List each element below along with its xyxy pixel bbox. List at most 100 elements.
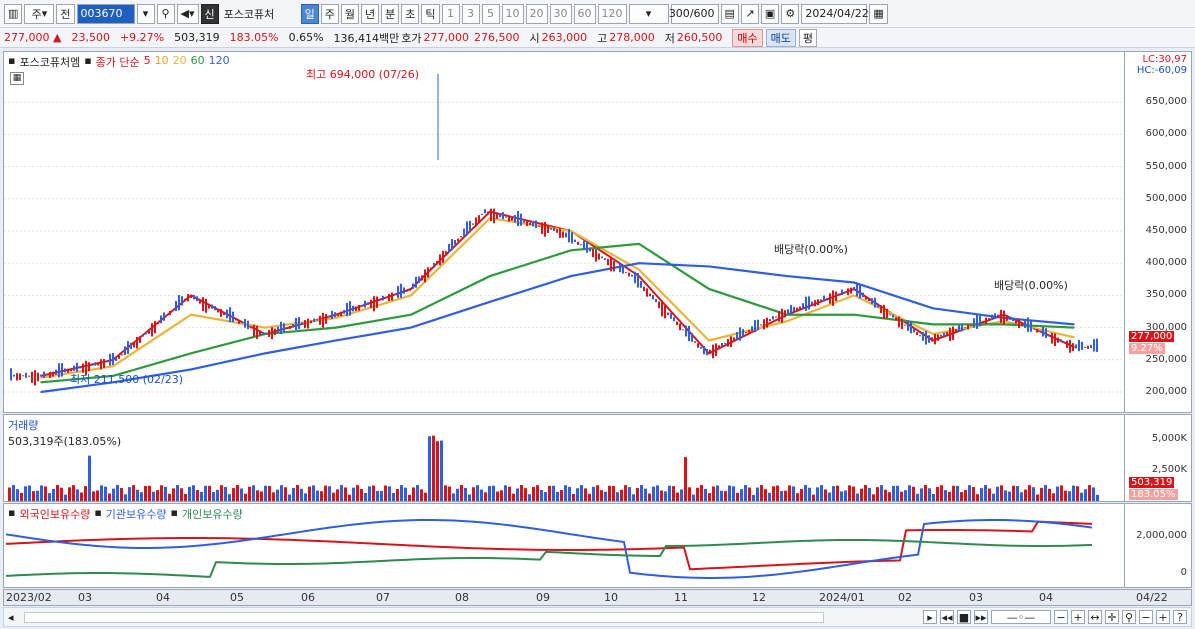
interval-20[interactable]: 20 — [525, 3, 548, 24]
vol-tick-5000k: 5,000K — [1151, 433, 1187, 444]
period-tick[interactable]: 틱 — [421, 3, 440, 24]
candle — [94, 362, 96, 366]
search-zoom-icon[interactable]: ⚲ — [1122, 610, 1136, 624]
x-axis-label: 11 — [674, 591, 688, 604]
ma-point — [335, 317, 337, 319]
candle — [550, 227, 552, 230]
candle — [205, 298, 207, 313]
candle — [484, 209, 486, 214]
volume-bar — [452, 493, 455, 501]
forward-icon[interactable]: ▸▸ — [974, 610, 988, 624]
interval-30[interactable]: 30 — [549, 3, 572, 24]
volume-pane[interactable]: 거래량 503,319주(183.05%) — [3, 414, 1125, 502]
scroll-right-icon[interactable]: ▸ — [923, 610, 937, 624]
volume-bar — [108, 493, 111, 501]
candle — [382, 295, 384, 301]
period-year[interactable]: 년 — [361, 3, 380, 24]
market-select[interactable]: 주 ▾ — [24, 3, 55, 24]
sound-icon[interactable]: ◀▾ — [176, 3, 199, 24]
holdings-icon-2: ▪ — [94, 506, 102, 519]
window-icon[interactable]: ▥ — [4, 3, 23, 24]
interval-120[interactable]: 120 — [597, 3, 627, 24]
calendar-icon[interactable]: ▦ — [869, 3, 888, 24]
search-icon[interactable]: ⚲ — [156, 3, 175, 24]
gear-icon[interactable]: ⚙ — [781, 3, 800, 24]
volume-bar — [528, 494, 531, 501]
buy-button[interactable]: 매수 — [732, 28, 763, 47]
volume-bar — [728, 485, 731, 501]
help-icon[interactable]: ? — [1173, 610, 1187, 624]
speed-slider[interactable]: —◦— — [991, 610, 1051, 624]
interval-60[interactable]: 60 — [573, 3, 596, 24]
ma-point — [853, 294, 855, 297]
price-pane[interactable]: ▪ 포스코퓨처엠 ▪ 종가 단순 5 10 20 60 120 ▦ 최고 694… — [3, 51, 1125, 413]
low-value: 260,500 — [676, 31, 723, 44]
volume-bar — [308, 486, 311, 501]
volume-bar — [396, 489, 399, 501]
date-input[interactable]: 2024/04/22 — [801, 3, 869, 24]
price-chart-svg — [4, 73, 1124, 394]
candle — [52, 371, 54, 377]
crosshair-icon[interactable]: ✛ — [1105, 610, 1119, 624]
volume-bar — [416, 485, 419, 501]
period-week[interactable]: 주 — [320, 3, 339, 24]
candle — [568, 229, 570, 243]
code-input[interactable]: 003670 — [76, 3, 135, 24]
candle — [769, 319, 771, 322]
volume-bar — [628, 487, 631, 501]
candle — [115, 357, 117, 361]
plus-icon[interactable]: + — [1156, 610, 1170, 624]
volume-bar — [84, 486, 87, 501]
period-second[interactable]: 초 — [401, 3, 420, 24]
holdings-pane[interactable]: ▪ 외국인보유수량 ▪ 기관보유수량 ▪ 개인보유수량 — [3, 503, 1125, 588]
volume-bar — [748, 487, 751, 501]
reset-icon[interactable]: ↔ — [1088, 610, 1102, 624]
candle — [169, 310, 171, 316]
period-minute[interactable]: 분 — [381, 3, 400, 24]
zoom-in-icon[interactable]: + — [1071, 610, 1085, 624]
volume-bar — [700, 485, 703, 501]
volume-bar — [704, 488, 707, 501]
candle — [784, 310, 786, 318]
candle — [226, 309, 228, 319]
scroll-left-icon[interactable]: ◂ — [8, 611, 14, 624]
save-icon[interactable]: ▣ — [760, 3, 780, 24]
stop-icon[interactable]: ■ — [957, 610, 971, 624]
volume-readout: 503,319주(183.05%) — [8, 435, 122, 448]
pane-handle-icon[interactable]: ▪ — [8, 54, 16, 67]
prev-button[interactable]: 전 — [56, 3, 75, 24]
ma60-label: 60 — [190, 54, 205, 67]
candle — [13, 374, 15, 377]
holdings-icon-3: ▪ — [170, 506, 178, 519]
interval-1[interactable]: 1 — [441, 3, 460, 24]
sell-button[interactable]: 매도 — [765, 28, 796, 47]
rewind-icon[interactable]: ◂◂ — [940, 610, 954, 624]
ma-point — [853, 313, 855, 316]
new-chip: 신 — [200, 3, 219, 24]
candle — [607, 258, 609, 266]
interval-select[interactable]: ▾ — [628, 3, 669, 24]
minus-icon[interactable]: − — [1139, 610, 1153, 624]
candle — [277, 326, 279, 333]
scrollbar[interactable] — [24, 612, 824, 623]
candle — [91, 364, 93, 366]
volume-bar — [68, 487, 71, 501]
ma-line-60 — [40, 242, 1075, 384]
price-tick-label: 350,000 — [1145, 289, 1187, 301]
dropdown-icon[interactable]: ▾ — [136, 3, 155, 24]
candle — [466, 221, 468, 236]
interval-5[interactable]: 5 — [481, 3, 500, 24]
zoom-out-icon[interactable]: − — [1054, 610, 1068, 624]
candle — [460, 236, 462, 238]
table-icon[interactable]: ▦ — [10, 72, 24, 85]
period-day[interactable]: 일 — [300, 3, 319, 24]
avg-button[interactable]: 평 — [798, 28, 818, 47]
interval-3[interactable]: 3 — [461, 3, 480, 24]
interval-10[interactable]: 10 — [501, 3, 524, 24]
draw-icon[interactable]: ↗ — [740, 3, 759, 24]
candle — [280, 321, 282, 335]
period-month[interactable]: 월 — [340, 3, 360, 24]
count-input[interactable]: 300/600 — [669, 3, 719, 24]
volume-bar — [676, 492, 679, 501]
chart-type-icon[interactable]: ▤ — [720, 3, 739, 24]
